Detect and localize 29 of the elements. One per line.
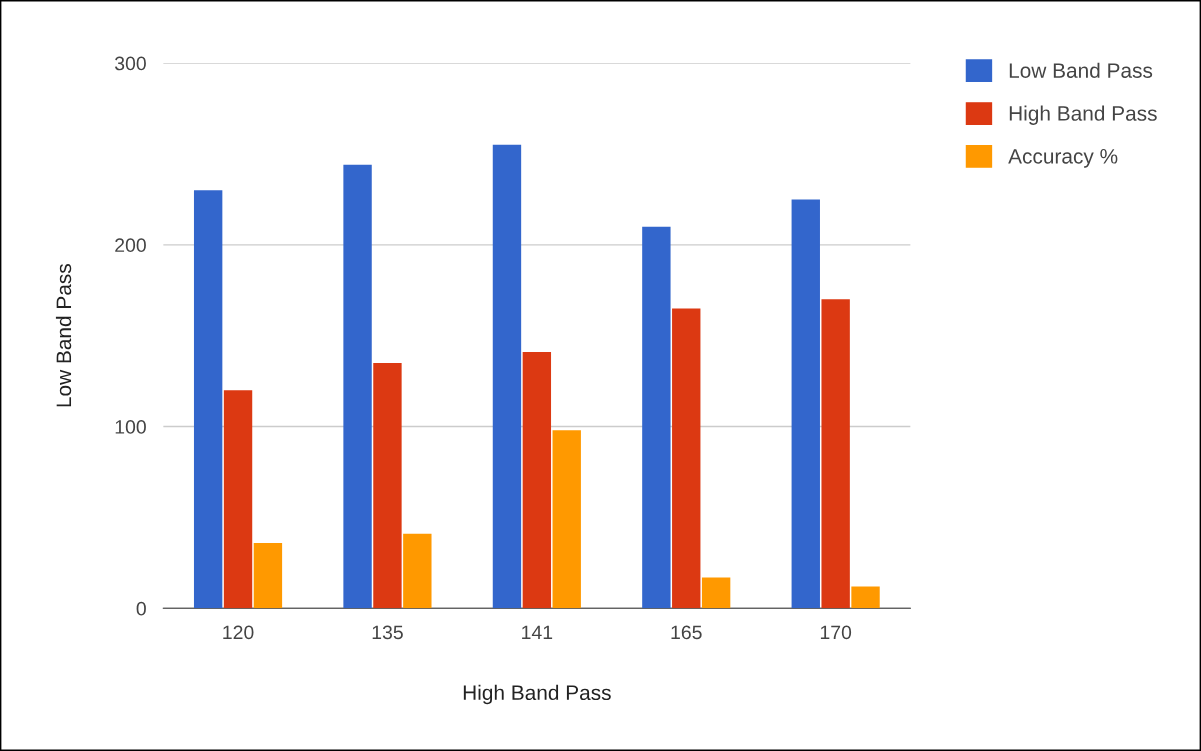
y-tick-label: 100 xyxy=(115,420,146,434)
bar xyxy=(701,577,731,609)
bar xyxy=(552,430,581,609)
y-tick-label: 0 xyxy=(136,601,146,616)
bar xyxy=(851,586,880,609)
legend-label: Accuracy % xyxy=(1008,149,1118,168)
y-axis-title: Low Band Pass xyxy=(55,264,72,407)
x-tick-label: 120 xyxy=(223,625,254,640)
x-tick-label: 170 xyxy=(820,625,852,640)
y-tick-label: 200 xyxy=(115,238,146,253)
bar xyxy=(343,164,372,609)
bar xyxy=(223,390,253,609)
x-tick-label: 141 xyxy=(522,625,553,640)
y-tick-label: 300 xyxy=(114,56,146,71)
bar xyxy=(791,199,820,609)
bar xyxy=(821,299,850,609)
x-tick-label: 135 xyxy=(372,625,403,640)
bar xyxy=(672,308,701,609)
bar xyxy=(253,542,283,609)
legend-label: Low Band Pass xyxy=(1009,62,1153,78)
bar xyxy=(642,226,671,609)
bar xyxy=(403,533,432,609)
bar xyxy=(193,190,223,609)
x-tick-label: 165 xyxy=(671,625,702,640)
bar xyxy=(373,362,402,609)
legend-label: High Band Pass xyxy=(1009,105,1157,125)
bar xyxy=(492,144,522,609)
x-axis-title: High Band Pass xyxy=(463,684,611,705)
bar xyxy=(522,352,552,609)
